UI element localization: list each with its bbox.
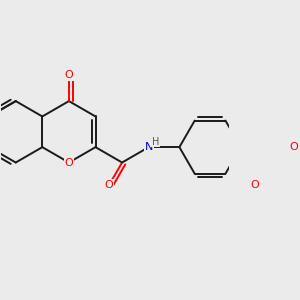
Text: O: O: [290, 142, 298, 152]
Text: O: O: [105, 180, 113, 190]
Text: O: O: [64, 158, 73, 167]
Text: O: O: [250, 180, 259, 190]
Text: N: N: [145, 142, 153, 152]
Text: O: O: [64, 70, 73, 80]
Text: H: H: [152, 136, 159, 147]
